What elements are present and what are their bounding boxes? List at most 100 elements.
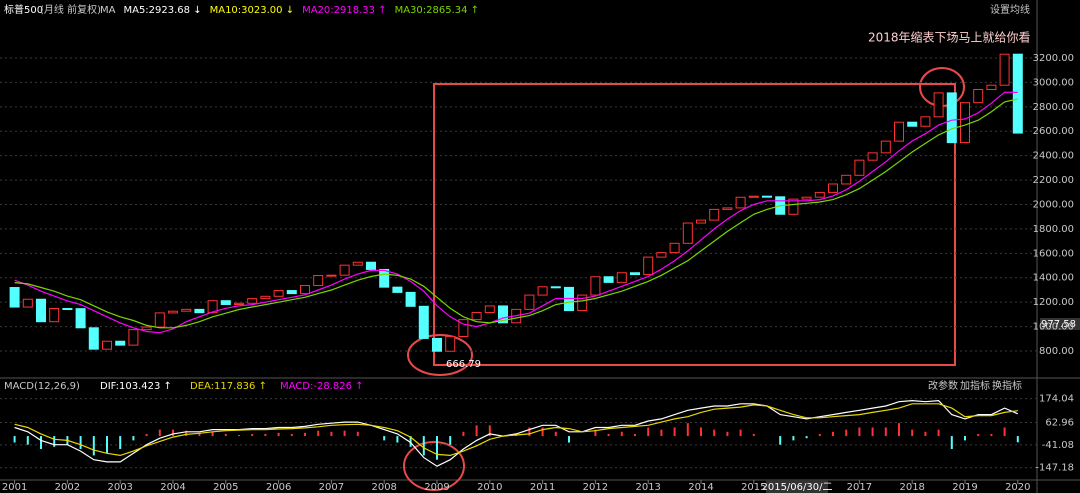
candle [894, 121, 904, 142]
legend-entry: MA10:3023.00 ↓ [210, 5, 294, 16]
macd-bar [449, 436, 452, 445]
line [14, 98, 1018, 329]
y-tick-label: 174.04 [1039, 394, 1074, 405]
candle [181, 308, 192, 312]
candle [168, 310, 178, 314]
macd-bar [871, 427, 874, 437]
candle [550, 286, 561, 289]
macd-bar [264, 433, 267, 437]
macd-bar [541, 427, 544, 437]
macd-bar [488, 425, 491, 437]
candle [577, 294, 588, 312]
macd-bar [475, 425, 478, 437]
macd-bar [356, 431, 359, 437]
candle [273, 290, 284, 297]
indicator-button[interactable]: 加指标 [960, 379, 990, 392]
line [14, 91, 1018, 334]
candle [696, 219, 706, 224]
last-price: 977.58 [1041, 319, 1076, 330]
candle [102, 340, 112, 350]
candle [616, 272, 627, 283]
macd-label: MACD:-28.826 ↑ [280, 381, 364, 392]
highlight-circle [403, 441, 465, 491]
macd-title: MACD(12,26,9) [4, 381, 80, 392]
legend-entry: MA30:2865.34 ↑ [395, 5, 479, 16]
settings-button[interactable]: 设置均线 [990, 3, 1030, 16]
candle [999, 53, 1010, 86]
candle [260, 295, 271, 300]
candle [247, 298, 258, 304]
candle [537, 286, 548, 296]
macd-bar [594, 429, 597, 437]
candle [392, 286, 403, 293]
y-tick-label: 2000.00 [1033, 199, 1074, 210]
macd-bar [726, 431, 729, 437]
highlight-box [433, 83, 956, 366]
macd-bar [92, 436, 95, 456]
candle [115, 340, 126, 346]
macd-bar [634, 433, 636, 437]
candle [432, 337, 442, 352]
line [14, 399, 1019, 467]
y-tick-label: 2400.00 [1033, 151, 1074, 162]
candle [339, 264, 350, 276]
price-tag [1040, 318, 1080, 330]
candle [405, 291, 416, 307]
macd-bar [290, 433, 293, 437]
x-tick-label: 2007 [319, 482, 344, 493]
macd-bar [251, 433, 254, 437]
macd-bar [673, 427, 676, 437]
macd-bar [238, 435, 240, 437]
macd-bar [792, 436, 795, 441]
y-tick-label: -41.08 [1042, 440, 1074, 451]
candle [801, 196, 812, 200]
candle [682, 222, 693, 244]
macd-bar [330, 431, 333, 437]
candle [867, 152, 878, 161]
x-tick-label: 2005 [213, 482, 238, 493]
candle [313, 275, 324, 287]
legend-entry: MA20:2918.33 ↑ [302, 5, 386, 16]
candle [22, 298, 33, 308]
macd-bar [1003, 427, 1006, 437]
candle [630, 272, 640, 276]
y-tick-label: 1400.00 [1033, 273, 1074, 284]
macd-bar [528, 427, 531, 437]
macd-bar [805, 436, 808, 439]
y-tick-label: 2200.00 [1033, 175, 1074, 186]
candle [709, 208, 720, 221]
x-tick-label: 2019 [952, 482, 977, 493]
candle [194, 308, 205, 314]
macd-bar [568, 436, 570, 443]
y-tick-label: 3000.00 [1033, 77, 1074, 88]
chart-subtitle: (月线 前复权) [40, 3, 101, 16]
macd-bar [53, 436, 56, 447]
indicator-button[interactable]: 换指标 [992, 379, 1022, 392]
candle [946, 92, 957, 144]
candle [814, 191, 825, 198]
x-tick-label: 2009 [424, 482, 449, 493]
macd-bar [858, 427, 861, 437]
macd-bar [106, 436, 108, 454]
candle [735, 196, 746, 209]
macd-bar [13, 436, 16, 443]
macd-bar [686, 423, 689, 437]
candle [788, 198, 799, 215]
x-tick-label: 2008 [371, 482, 396, 493]
candle [445, 335, 456, 352]
y-tick-label: 1200.00 [1033, 297, 1074, 308]
candle [828, 183, 838, 193]
macd-bar [224, 433, 227, 437]
macd-bar [304, 432, 306, 437]
y-tick-label: 2600.00 [1033, 126, 1074, 137]
candle [300, 285, 310, 295]
candle [326, 274, 337, 277]
macd-bar [1016, 436, 1019, 443]
highlight-circle [407, 334, 473, 376]
y-tick-label: 3200.00 [1033, 53, 1074, 64]
indicator-button[interactable]: 改参数 [928, 379, 958, 392]
x-tick-label: 2013 [635, 482, 660, 493]
candle [669, 242, 680, 254]
candle [960, 102, 970, 144]
macd-bar [462, 431, 465, 437]
